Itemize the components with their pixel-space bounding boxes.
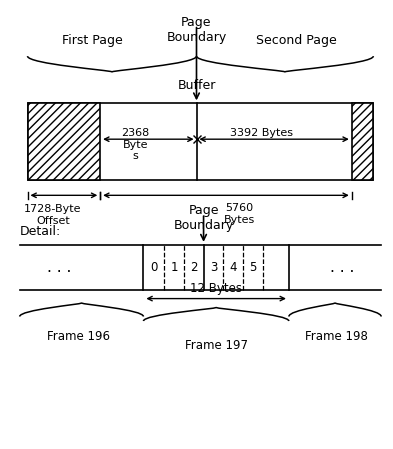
Text: 1: 1 bbox=[170, 261, 178, 273]
Text: 2368
Byte
s: 2368 Byte s bbox=[121, 128, 150, 161]
Text: 0: 0 bbox=[151, 261, 158, 273]
Text: 12 Bytes: 12 Bytes bbox=[190, 282, 242, 295]
Text: 5: 5 bbox=[249, 261, 256, 273]
Bar bbox=[352, 103, 373, 180]
Text: Buffer: Buffer bbox=[177, 79, 216, 92]
Bar bbox=[28, 103, 373, 180]
Text: Page
Boundary: Page Boundary bbox=[166, 16, 227, 44]
Text: Detail:: Detail: bbox=[20, 225, 61, 238]
Text: Frame 197: Frame 197 bbox=[185, 339, 248, 352]
Text: Second Page: Second Page bbox=[256, 34, 337, 47]
Text: 2: 2 bbox=[190, 261, 198, 273]
Bar bbox=[28, 103, 100, 180]
Text: First Page: First Page bbox=[62, 34, 123, 47]
Text: Page
Boundary: Page Boundary bbox=[173, 204, 234, 232]
Text: 1728-Byte
Offset: 1728-Byte Offset bbox=[24, 204, 82, 226]
Text: Frame 196: Frame 196 bbox=[47, 330, 110, 343]
Text: Frame 198: Frame 198 bbox=[305, 330, 367, 343]
Text: 5760
Bytes: 5760 Bytes bbox=[224, 203, 255, 224]
Text: . . .: . . . bbox=[330, 260, 354, 275]
Text: 3392 Bytes: 3392 Bytes bbox=[230, 128, 293, 138]
Text: 4: 4 bbox=[229, 261, 237, 273]
Text: 3: 3 bbox=[210, 261, 217, 273]
Text: . . .: . . . bbox=[47, 260, 71, 275]
